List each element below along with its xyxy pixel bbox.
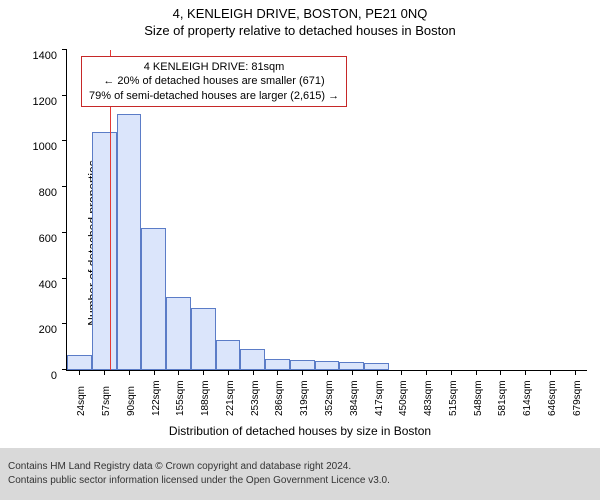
histogram-bar	[315, 361, 340, 370]
x-tick-mark	[228, 370, 229, 375]
x-tick-label: 57sqm	[101, 386, 112, 416]
histogram-bar	[265, 359, 290, 370]
plot-area: 020040060080010001200140024sqm57sqm90sqm…	[66, 50, 587, 371]
footer-line-2: Contains public sector information licen…	[8, 474, 592, 488]
x-tick-label: 614sqm	[522, 380, 533, 416]
x-tick-mark	[500, 370, 501, 375]
y-tick-label: 800	[21, 187, 67, 199]
x-tick-mark	[525, 370, 526, 375]
x-tick-label: 286sqm	[274, 380, 285, 416]
histogram-bar	[92, 132, 117, 370]
y-tick-label: 1400	[21, 50, 67, 62]
annotation-box: 4 KENLEIGH DRIVE: 81sqm ← 20% of detache…	[81, 56, 347, 107]
y-tick-label: 1000	[21, 141, 67, 153]
annotation-line-2: ← 20% of detached houses are smaller (67…	[89, 74, 339, 88]
x-tick-mark	[426, 370, 427, 375]
y-tick-label: 400	[21, 279, 67, 291]
histogram-bar	[166, 297, 191, 370]
x-tick-label: 384sqm	[349, 380, 360, 416]
x-tick-mark	[302, 370, 303, 375]
x-tick-mark	[277, 370, 278, 375]
x-tick-label: 253sqm	[250, 380, 261, 416]
histogram-bar	[117, 114, 142, 370]
x-tick-label: 221sqm	[225, 380, 236, 416]
footer-line-1: Contains HM Land Registry data © Crown c…	[8, 460, 592, 474]
x-tick-mark	[451, 370, 452, 375]
x-tick-label: 646sqm	[547, 380, 558, 416]
x-tick-mark	[476, 370, 477, 375]
histogram-bar	[216, 340, 241, 370]
x-tick-mark	[79, 370, 80, 375]
x-tick-label: 155sqm	[175, 380, 186, 416]
y-tick-mark	[62, 323, 67, 324]
histogram-bar	[191, 308, 216, 370]
annotation-line-1: 4 KENLEIGH DRIVE: 81sqm	[89, 60, 339, 74]
y-tick-mark	[62, 140, 67, 141]
x-tick-mark	[104, 370, 105, 375]
x-tick-mark	[178, 370, 179, 375]
histogram-bar	[67, 355, 92, 370]
subtitle: Size of property relative to detached ho…	[0, 21, 600, 38]
x-tick-mark	[550, 370, 551, 375]
x-tick-mark	[203, 370, 204, 375]
x-tick-mark	[377, 370, 378, 375]
x-tick-label: 417sqm	[374, 380, 385, 416]
y-tick-label: 0	[21, 370, 67, 382]
y-tick-label: 600	[21, 233, 67, 245]
x-tick-mark	[575, 370, 576, 375]
y-tick-mark	[62, 49, 67, 50]
x-tick-mark	[401, 370, 402, 375]
y-tick-mark	[62, 95, 67, 96]
x-tick-label: 515sqm	[448, 380, 459, 416]
histogram-bar	[364, 363, 389, 370]
y-tick-mark	[62, 232, 67, 233]
x-axis-label: Distribution of detached houses by size …	[0, 424, 600, 438]
x-tick-mark	[327, 370, 328, 375]
x-tick-label: 319sqm	[299, 380, 310, 416]
x-tick-label: 122sqm	[151, 380, 162, 416]
y-tick-mark	[62, 278, 67, 279]
histogram-bar	[240, 349, 265, 370]
x-tick-label: 581sqm	[497, 380, 508, 416]
x-tick-mark	[129, 370, 130, 375]
x-tick-label: 483sqm	[423, 380, 434, 416]
y-tick-label: 200	[21, 324, 67, 336]
histogram-bar	[290, 360, 315, 370]
annotation-line-3: 79% of semi-detached houses are larger (…	[89, 89, 339, 103]
x-tick-label: 679sqm	[572, 380, 583, 416]
x-tick-label: 352sqm	[324, 380, 335, 416]
address-title: 4, KENLEIGH DRIVE, BOSTON, PE21 0NQ	[0, 0, 600, 21]
x-tick-label: 188sqm	[200, 380, 211, 416]
x-tick-label: 24sqm	[76, 386, 87, 416]
y-tick-mark	[62, 186, 67, 187]
figure-container: 4, KENLEIGH DRIVE, BOSTON, PE21 0NQ Size…	[0, 0, 600, 500]
chart-area: Number of detached properties 0200400600…	[0, 44, 600, 442]
y-tick-label: 1200	[21, 96, 67, 108]
x-tick-mark	[253, 370, 254, 375]
x-tick-mark	[154, 370, 155, 375]
histogram-bar	[141, 228, 166, 370]
x-tick-label: 90sqm	[126, 386, 137, 416]
footer: Contains HM Land Registry data © Crown c…	[0, 448, 600, 500]
histogram-bar	[339, 362, 364, 370]
x-tick-label: 548sqm	[473, 380, 484, 416]
x-tick-mark	[352, 370, 353, 375]
x-tick-label: 450sqm	[398, 380, 409, 416]
